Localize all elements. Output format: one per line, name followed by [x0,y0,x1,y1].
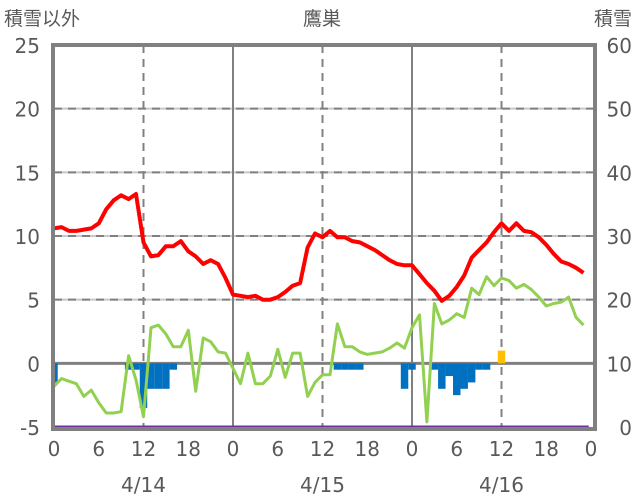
orange-bar [497,350,506,364]
blue-bar [400,363,409,389]
left-tick-label: 5 [27,289,40,313]
left-tick-label: 25 [15,34,40,58]
blue-bar [154,363,163,389]
blue-bar [408,363,416,370]
blue-bar [162,363,170,389]
x-tick-label: 6 [92,437,105,461]
blue-bar [341,363,349,370]
red-series-line [53,192,585,303]
plot-frame [51,43,597,431]
day-label: 4/14 [121,473,166,497]
x-tick-label: 18 [534,437,559,461]
x-tick-label: 18 [355,437,380,461]
blue-bar [482,363,491,370]
left-tick-label: 20 [15,98,40,122]
right-tick-label: 0 [619,416,632,440]
x-tick-label: 0 [585,437,598,461]
x-tick-label: 18 [176,437,201,461]
x-tick-label: 12 [131,437,156,461]
x-tick-label: 6 [271,437,284,461]
day-label: 4/16 [479,473,524,497]
left-tick-label: 15 [15,161,40,185]
right-tick-label: 60 [607,34,632,58]
x-tick-label: 0 [227,437,240,461]
x-tick-label: 12 [310,437,335,461]
blue-bar [54,363,58,383]
x-tick-label: 12 [489,437,514,461]
blue-bar [453,363,461,396]
right-tick-label: 30 [607,225,632,249]
blue-bar [333,363,342,370]
blue-bar [475,363,483,370]
right-tick-label: 40 [607,161,632,185]
left-axis-label: 積雪以外 [4,8,80,30]
blue-bar [356,363,364,370]
blue-bar [348,363,357,370]
blue-bar [430,363,439,370]
blue-bar [438,363,446,389]
left-tick-label: 10 [15,225,40,249]
x-tick-label: 0 [48,437,61,461]
right-tick-label: 50 [607,98,632,122]
right-tick-label: 10 [607,352,632,376]
chart-title: 鷹巣 [303,8,341,30]
left-tick-label: 0 [27,352,40,376]
right-tick-label: 20 [607,289,632,313]
x-tick-label: 6 [450,437,463,461]
blue-bar [139,363,148,408]
blue-bar [132,363,140,370]
left-tick-label: -5 [20,416,40,440]
blue-bar [467,363,476,383]
x-tick-label: 0 [406,437,419,461]
green-series-line [52,275,585,424]
blue-bar [147,363,155,389]
blue-bar [169,363,178,370]
blue-bar [445,363,454,377]
right-axis-label: 積雪 [594,8,632,30]
blue-bar [460,363,468,389]
day-label: 4/15 [300,473,345,497]
